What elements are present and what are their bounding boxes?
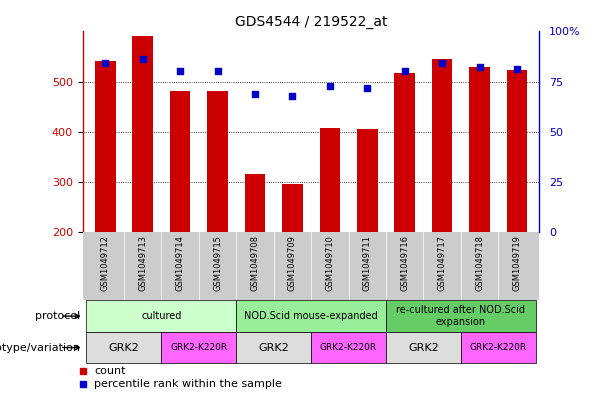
Point — [175, 68, 185, 75]
Text: GSM1049715: GSM1049715 — [213, 235, 222, 291]
Point — [400, 68, 409, 75]
Text: GRK2: GRK2 — [109, 343, 139, 353]
Bar — [170, 90, 191, 232]
Bar — [245, 174, 265, 232]
Text: GSM1049712: GSM1049712 — [101, 235, 110, 291]
Bar — [470, 68, 490, 232]
Bar — [507, 70, 527, 232]
Point — [101, 61, 110, 67]
Point — [250, 90, 260, 97]
Bar — [311, 332, 386, 363]
Bar — [132, 37, 153, 232]
Point — [325, 83, 335, 89]
Bar — [236, 332, 311, 363]
Text: GSM1049717: GSM1049717 — [438, 235, 447, 291]
Text: GSM1049711: GSM1049711 — [363, 235, 371, 291]
Text: GSM1049710: GSM1049710 — [326, 235, 334, 291]
Text: GRK2: GRK2 — [408, 343, 439, 353]
Bar — [394, 73, 415, 232]
Text: GRK2-K220R: GRK2-K220R — [170, 343, 227, 352]
Point — [362, 84, 372, 91]
Text: GSM1049713: GSM1049713 — [138, 235, 147, 291]
Text: GSM1049709: GSM1049709 — [288, 235, 297, 291]
Text: GSM1049708: GSM1049708 — [251, 235, 259, 291]
Text: GSM1049718: GSM1049718 — [475, 235, 484, 291]
Bar — [207, 90, 228, 232]
Text: protocol: protocol — [35, 311, 80, 321]
Bar — [86, 332, 161, 363]
Bar — [386, 332, 461, 363]
Text: NOD.Scid mouse-expanded: NOD.Scid mouse-expanded — [244, 311, 378, 321]
Text: GSM1049714: GSM1049714 — [175, 235, 185, 291]
Text: percentile rank within the sample: percentile rank within the sample — [94, 379, 282, 389]
Point — [213, 68, 223, 75]
Text: GSM1049716: GSM1049716 — [400, 235, 409, 291]
Text: GRK2: GRK2 — [258, 343, 289, 353]
Bar — [461, 332, 536, 363]
Text: GSM1049719: GSM1049719 — [512, 235, 522, 291]
Bar — [319, 128, 340, 232]
Bar — [386, 300, 536, 332]
Point — [474, 64, 484, 71]
Point — [138, 56, 148, 62]
Text: GRK2-K220R: GRK2-K220R — [320, 343, 377, 352]
Point — [287, 92, 297, 99]
Bar — [86, 300, 236, 332]
Point — [512, 66, 522, 73]
Bar — [357, 129, 378, 232]
Text: count: count — [94, 366, 126, 376]
Bar — [161, 332, 236, 363]
Bar — [282, 184, 303, 232]
Text: GRK2-K220R: GRK2-K220R — [470, 343, 527, 352]
Bar — [95, 61, 115, 232]
Text: genotype/variation: genotype/variation — [0, 343, 80, 353]
Bar — [236, 300, 386, 332]
Bar — [432, 59, 452, 232]
Text: re-cultured after NOD.Scid
expansion: re-cultured after NOD.Scid expansion — [397, 305, 525, 327]
Point — [437, 61, 447, 67]
Title: GDS4544 / 219522_at: GDS4544 / 219522_at — [235, 15, 387, 29]
Text: cultured: cultured — [141, 311, 181, 321]
